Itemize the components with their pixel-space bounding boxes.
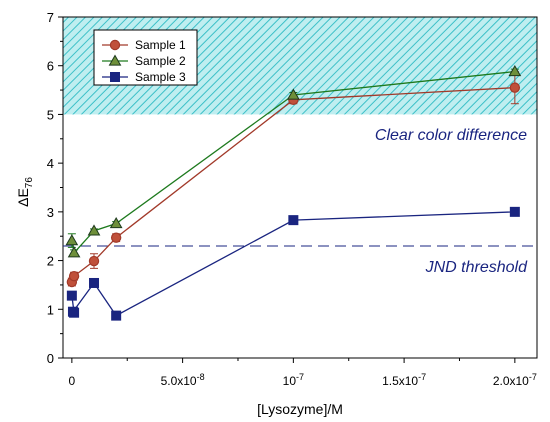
x-tick-label: 2.0x10-7 (493, 372, 537, 388)
legend-label-sample-2: Sample 2 (135, 54, 186, 68)
x-tick-label: 10-7 (283, 372, 304, 388)
y-tick-label: 3 (47, 205, 54, 220)
y-tick-label: 5 (47, 107, 54, 122)
sample-3-point (89, 277, 100, 288)
sample-3-point (111, 310, 122, 321)
x-tick-label-base: 5.0x10 (161, 374, 197, 388)
y-tick-label: 6 (47, 59, 54, 74)
sample-3-point (509, 206, 520, 217)
x-tick-label-base: 0 (69, 374, 76, 388)
sample-3-point (288, 215, 299, 226)
sample-1-point (509, 82, 521, 93)
x-tick-label: 1.5x10-7 (382, 372, 426, 388)
x-tick-label-exp: -7 (529, 372, 537, 382)
legend-marker (110, 72, 120, 82)
y-tick-label: 0 (47, 351, 54, 366)
x-tick-label: 5.0x10-8 (161, 372, 205, 388)
x-axis-label: [Lysozyme]/M (257, 401, 343, 417)
sample-3-point (67, 306, 78, 317)
sample-1-line (71, 86, 515, 283)
clear-difference-label: Clear color difference (375, 127, 527, 144)
y-tick-label: 7 (47, 10, 54, 25)
y-axis-label-sub: 76 (24, 177, 35, 189)
y-tick-label: 4 (47, 156, 54, 171)
y-axis-label: ΔE76 (15, 177, 35, 207)
sample-2-point (65, 234, 79, 246)
x-tick-label-exp: -8 (197, 372, 205, 382)
x-tick-label: 0 (69, 374, 76, 388)
legend-label-sample-3: Sample 3 (135, 70, 186, 84)
sample-1-point (68, 270, 80, 282)
y-tick-label: 1 (47, 302, 54, 317)
sample-2-point (87, 224, 101, 236)
x-tick-label-exp: -7 (296, 372, 304, 382)
legend: Sample 1 Sample 2 Sample 3 (93, 29, 198, 86)
y-axis-label-main: ΔE (15, 188, 31, 207)
legend-marker (109, 39, 121, 51)
sample-2-point (508, 65, 522, 77)
x-tick-label-base: 1.5x10 (382, 374, 418, 388)
x-tick-label-base: 10 (283, 374, 297, 388)
sample-1-point (110, 232, 122, 243)
x-tick-label-exp: -7 (418, 372, 426, 382)
sample-2-point (67, 246, 81, 258)
jnd-threshold-label: JND threshold (425, 259, 528, 276)
x-tick-label-base: 2.0x10 (493, 374, 529, 388)
legend-marker (108, 54, 122, 66)
y-tick-label: 2 (47, 254, 54, 269)
sample-3-point (66, 290, 77, 301)
sample-2-point (109, 217, 123, 229)
legend-label-sample-1: Sample 1 (135, 38, 186, 52)
sample-1-point (88, 255, 100, 267)
sample-2-point (286, 88, 300, 100)
